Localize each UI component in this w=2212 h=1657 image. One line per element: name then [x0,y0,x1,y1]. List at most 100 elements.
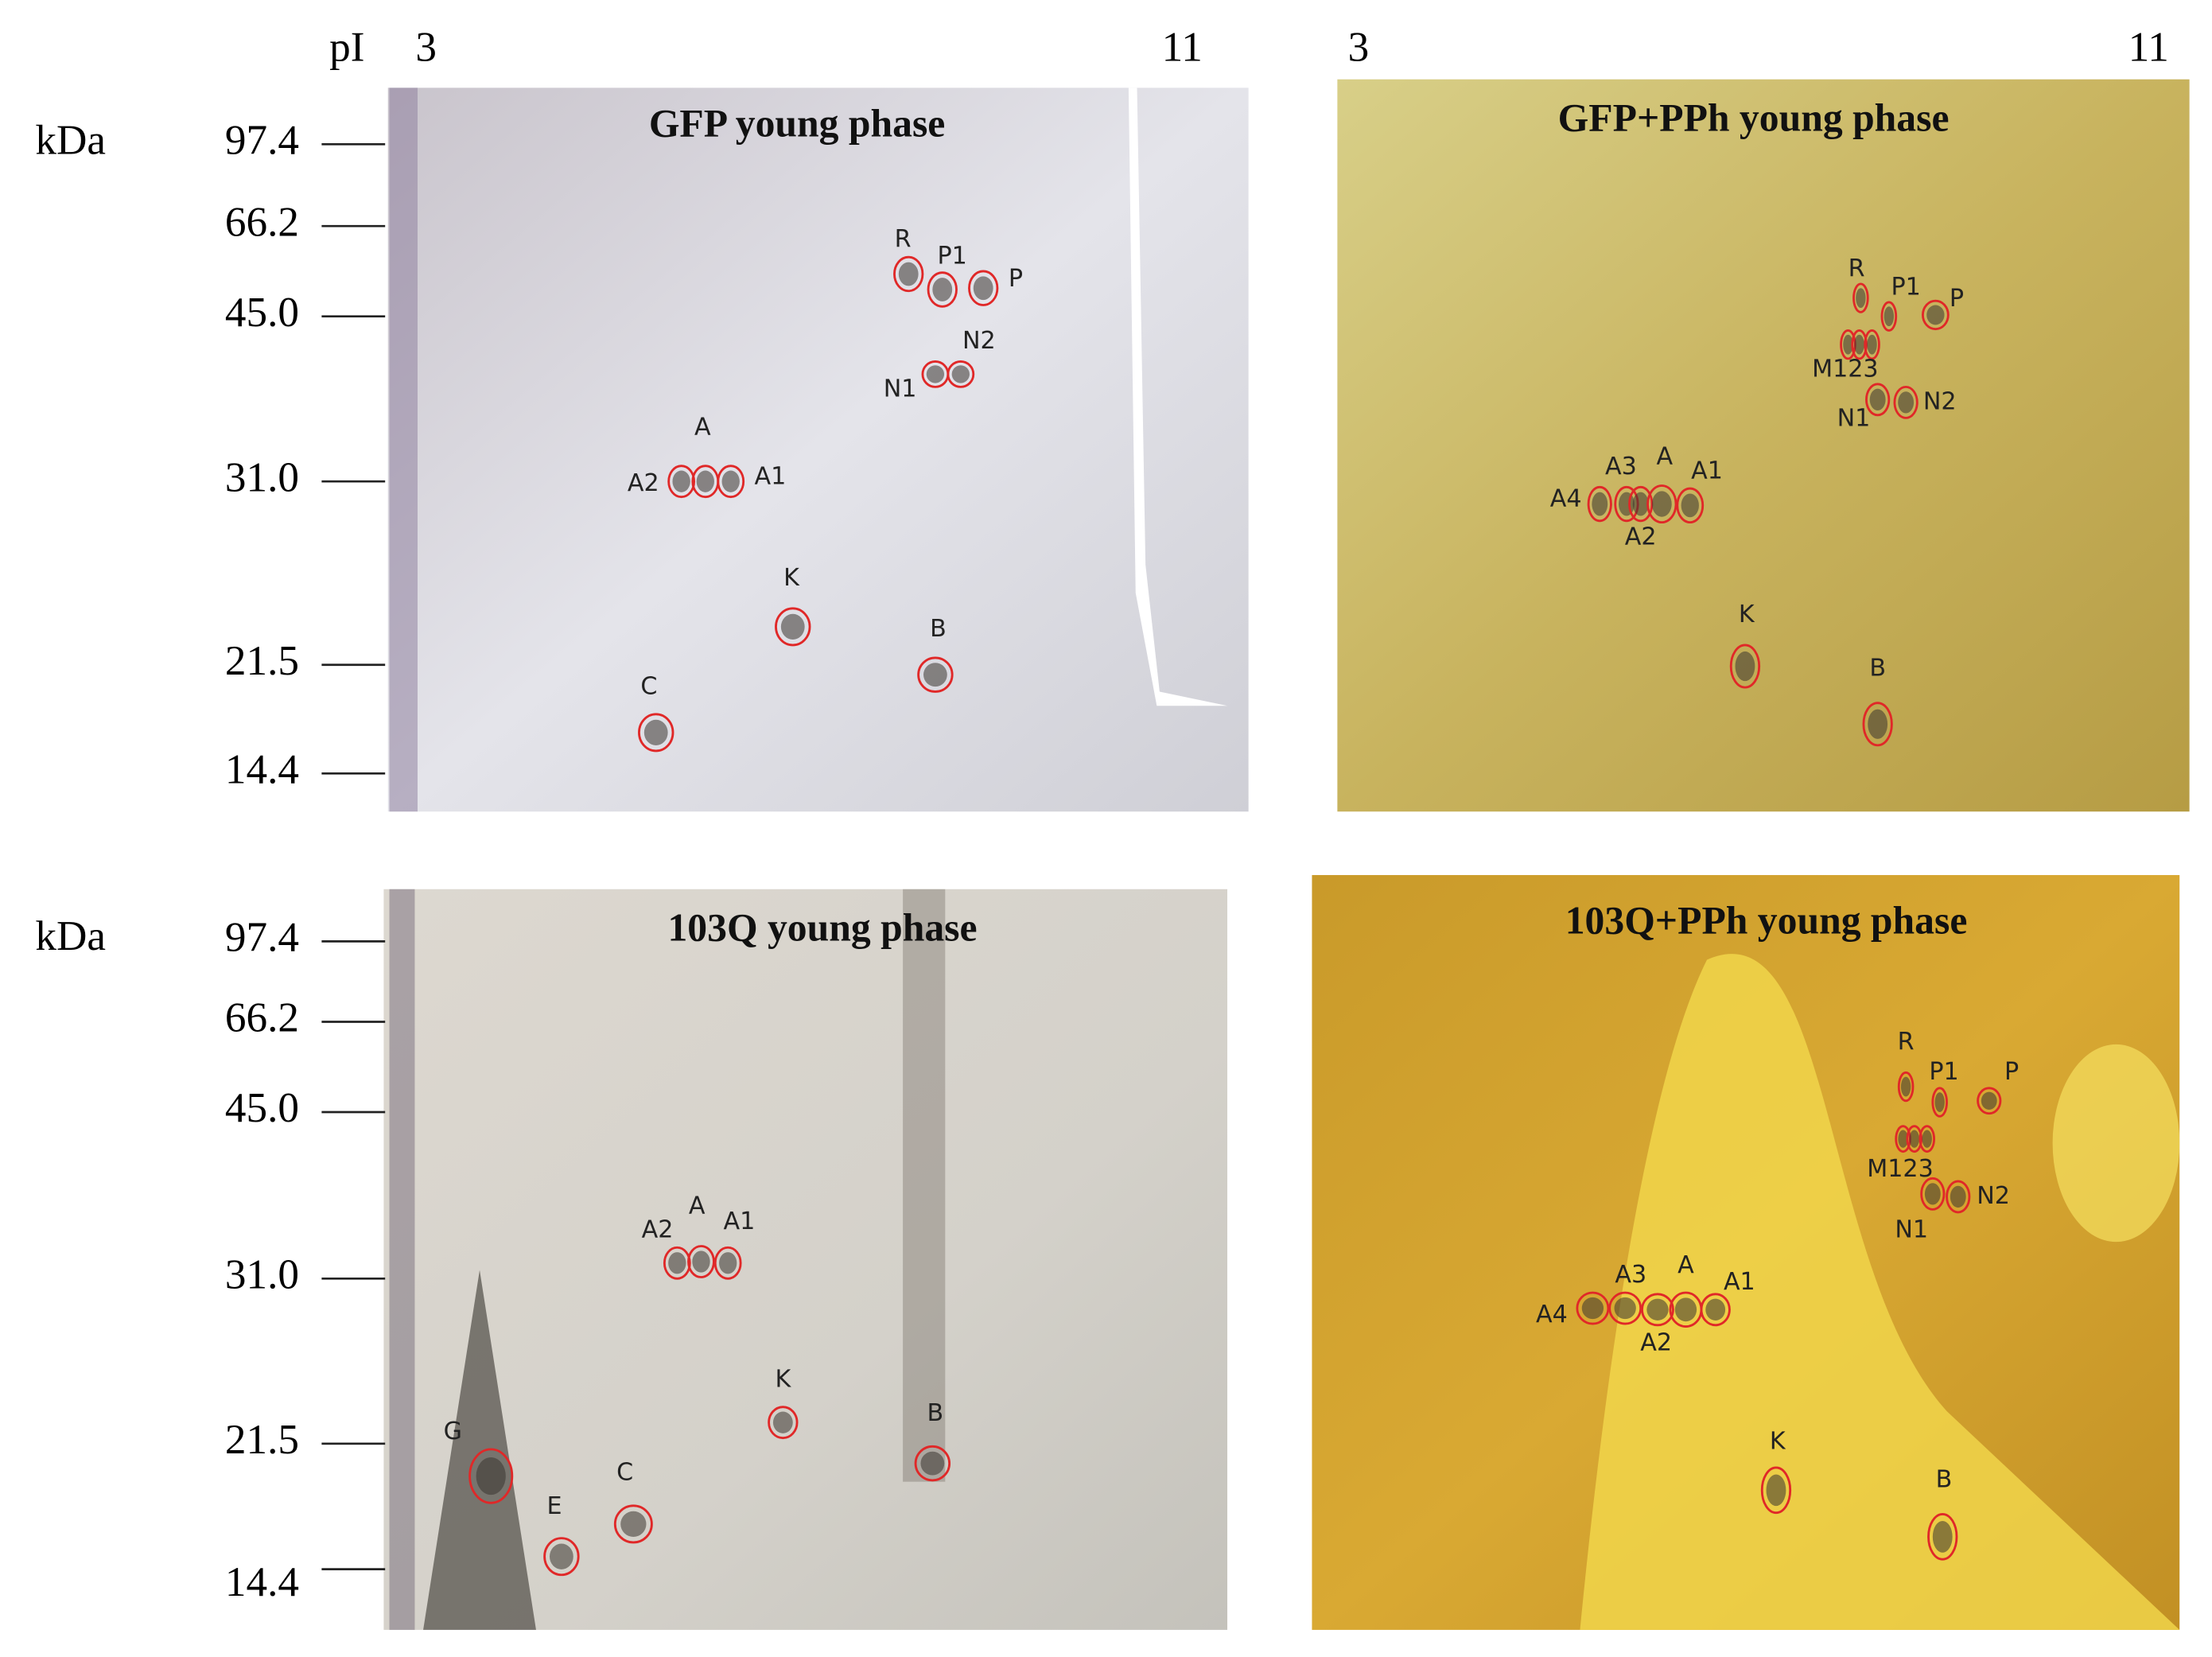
spot-label: P1 [937,243,966,270]
spot [672,470,690,492]
pi-end: 11 [1162,23,1203,70]
mw-label: 45.0 [225,289,299,336]
spot-label: A2 [642,1216,674,1243]
spot [696,470,714,492]
spot-circle [927,271,958,308]
spot [1884,306,1895,327]
spot-label: R [1849,255,1865,283]
spot-circle [713,1246,742,1280]
spot [1900,1076,1911,1097]
spot [620,1511,647,1538]
mw-label: 45.0 [225,1084,299,1131]
spot-label: A4 [1550,485,1582,513]
mw-label: 21.5 [225,637,299,684]
spot-label: R [1898,1029,1915,1056]
mw-label: 97.4 [225,117,299,164]
spot [1924,1183,1941,1205]
light-region [2052,1044,2180,1243]
marker-lane [389,88,418,812]
spot [1934,1092,1945,1112]
spot [643,719,668,746]
mw-label: 66.2 [225,994,299,1041]
panel-title: 103Q+PPh young phase [1565,898,1968,942]
spot-circle [1646,484,1677,524]
spot [1632,492,1649,516]
spot-label: P [2004,1058,2019,1086]
spot-circle [914,1445,951,1482]
spot-label: P [1009,265,1023,293]
spot-circle [1608,1291,1642,1325]
spot [1843,334,1853,355]
spot [772,1411,793,1433]
spot-circle [917,656,954,693]
spot-label: P1 [1929,1058,1958,1086]
spot-circle [1865,383,1891,417]
spot-circle [1893,385,1918,419]
panels [383,79,2190,1630]
spot-label: A1 [1691,457,1723,484]
spot [973,276,993,301]
spot [1922,1130,1932,1148]
spot-label: A1 [723,1208,755,1235]
spot [1592,492,1608,516]
spot [1926,305,1945,325]
spot-label: N1 [1895,1216,1928,1243]
spot-label: C [640,673,657,701]
spot-circle [1918,1125,1936,1153]
mw-label: 97.4 [225,914,299,961]
spot-label: A [694,413,711,441]
spot [1619,492,1635,516]
pi-end: 3 [1348,23,1370,70]
spot-label: M123 [1867,1155,1934,1183]
spot-label: N2 [962,327,996,355]
spot-label: N1 [884,375,917,403]
spot [1898,391,1915,414]
spot [1909,1130,1919,1148]
spot-label: C [616,1459,633,1487]
spot [719,1252,737,1274]
spot [1898,1130,1908,1148]
spot-circle [1946,1180,1971,1214]
spot-label: K [775,1365,791,1393]
spot [692,1251,710,1273]
spot-circle [1862,702,1893,747]
spot-circle [1760,1466,1792,1515]
spot-label: R [895,225,912,253]
marker-lane [389,889,415,1630]
light-region [1580,954,2180,1630]
spot-circle [1641,1293,1674,1327]
spot-circle [1864,329,1880,360]
spot-circle [667,465,696,499]
spot-circle [638,713,674,753]
smear [423,1270,536,1630]
spot-circle [1700,1293,1731,1327]
spot-circle [613,1504,653,1544]
spot-label: B [930,615,947,643]
mw-label: 66.2 [225,198,299,245]
spot-circle [968,270,999,306]
spot-circle [717,465,745,499]
streak [903,889,946,1482]
pi-label: pI [329,23,364,70]
spot-circle [893,255,924,293]
spot-circle [1576,1291,1610,1325]
spot-circle [1920,1177,1946,1211]
spot-circle [1729,644,1761,689]
gel [1337,79,2190,812]
spot [1932,1520,1953,1553]
spot [1869,388,1886,410]
spot [951,365,970,383]
spot [721,470,740,492]
spot [1614,1297,1636,1320]
spot-label: N2 [1923,387,1957,415]
spot [1651,491,1672,517]
panel-title: GFP+PPh young phase [1558,95,1950,139]
spot-label: A1 [1724,1268,1755,1296]
spot-circle [1931,1087,1948,1118]
spot [1950,1185,1966,1208]
spot [476,1457,506,1496]
spot-label: B [1936,1465,1953,1493]
spot [1766,1474,1786,1507]
spot [1646,1298,1669,1321]
mw-label: 14.4 [225,1558,299,1605]
